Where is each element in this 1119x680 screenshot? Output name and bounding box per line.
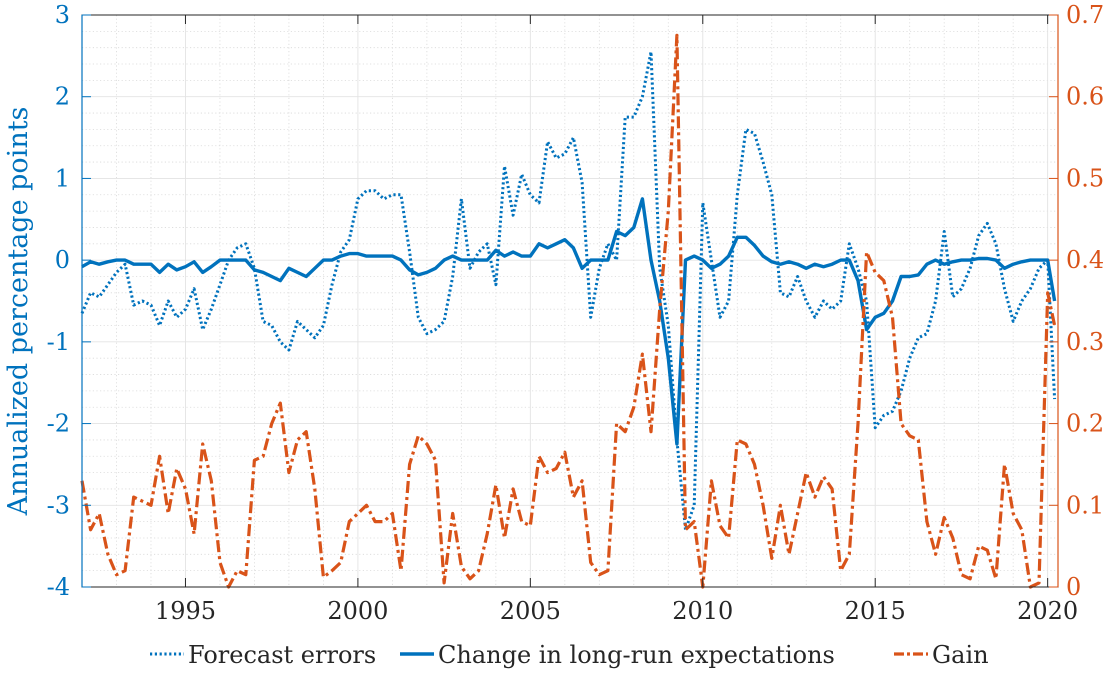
- y-left-tick-label: -2: [47, 410, 70, 438]
- y-left-tick-label: 2: [55, 83, 70, 111]
- gain-line: [80, 33, 1057, 589]
- y-left-tick-label: -3: [47, 491, 70, 519]
- y-right-tick-label: 0: [1066, 573, 1081, 601]
- y-right-tick-label: 0.7: [1066, 1, 1104, 29]
- y-right-tick-label: 0.2: [1066, 410, 1104, 438]
- y-right-tick-label: 0.4: [1066, 246, 1104, 274]
- legend-forecast-errors-label: Forecast errors: [188, 641, 376, 669]
- legend: Forecast errors Change in long-run expect…: [150, 641, 989, 669]
- y-axis-left-label: Annualized percentage points: [3, 107, 34, 517]
- y-right-tick-label: 0.1: [1066, 491, 1104, 519]
- y-left-tick-label: 3: [55, 1, 70, 29]
- y-right-tick-label: 0.5: [1066, 164, 1104, 192]
- plot-frame: [81, 14, 1059, 588]
- legend-gain-label: Gain: [932, 641, 989, 669]
- grid-layer: [81, 14, 1058, 588]
- y-left-tick-label: 1: [55, 164, 70, 192]
- y-left-tick-label: -4: [47, 573, 70, 601]
- x-tick-label: 2005: [500, 597, 561, 625]
- y-left-tick-label: -1: [47, 328, 70, 356]
- series-layer: [80, 33, 1057, 589]
- long-run-expectations-line: [81, 197, 1057, 446]
- x-tick-label: 2010: [672, 597, 733, 625]
- y-right-tick-label: 0.6: [1066, 83, 1104, 111]
- x-tick-label: 2000: [327, 597, 388, 625]
- y-left-tick-label: 0: [55, 246, 70, 274]
- y-right-tick-label: 0.3: [1066, 328, 1104, 356]
- legend-long-run-expectations-label: Change in long-run expectations: [438, 641, 835, 669]
- x-tick-label: 1995: [155, 597, 216, 625]
- x-tick-label: 2020: [1017, 597, 1078, 625]
- x-tick-label: 2015: [845, 597, 906, 625]
- forecast-errors-line: [80, 50, 1057, 532]
- tick-layer: 1995 2000 2005 2010 2015 2020 -4 -3 -2 -1 0 1 2 3 0 0.1…: [47, 1, 1105, 625]
